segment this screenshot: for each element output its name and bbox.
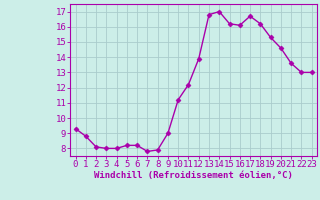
X-axis label: Windchill (Refroidissement éolien,°C): Windchill (Refroidissement éolien,°C) [94, 171, 293, 180]
